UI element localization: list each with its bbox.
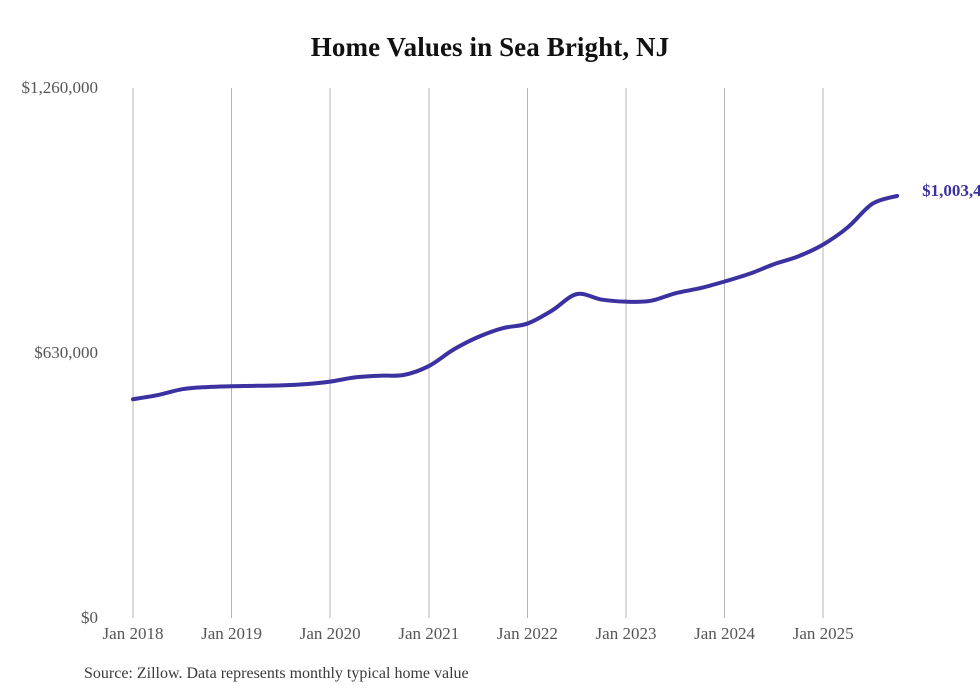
- x-tick-label-jan-2022: Jan 2022: [496, 624, 558, 643]
- y-tick-label-0: $0: [81, 608, 98, 627]
- x-tick-label-jan-2024: Jan 2024: [694, 624, 756, 643]
- y-tick-label-1: $630,000: [34, 343, 98, 362]
- x-tick-label-jan-2020: Jan 2020: [299, 624, 361, 643]
- chart-title: Home Values in Sea Bright, NJ: [310, 32, 670, 62]
- series-line-0: [131, 193, 900, 402]
- y-axis-tick-labels: $0 $630,000 $1,260,000: [0, 0, 99, 699]
- x-tick-label-jan-2019: Jan 2019: [201, 624, 263, 643]
- source-note: Source: Zillow. Data represents monthly …: [84, 665, 469, 682]
- x-tick-label-jan-2025: Jan 2025: [792, 624, 854, 643]
- series-end-value-label: $1,003,41: [922, 180, 980, 200]
- series-group: [131, 193, 900, 402]
- x-tick-label-jan-2023: Jan 2023: [595, 624, 657, 643]
- x-tick-label-jan-2018: Jan 2018: [102, 624, 164, 643]
- y-tick-label-2: $1,260,000: [21, 78, 99, 97]
- x-tick-label-jan-2021: Jan 2021: [398, 624, 460, 643]
- gridlines-group: [132, 88, 824, 618]
